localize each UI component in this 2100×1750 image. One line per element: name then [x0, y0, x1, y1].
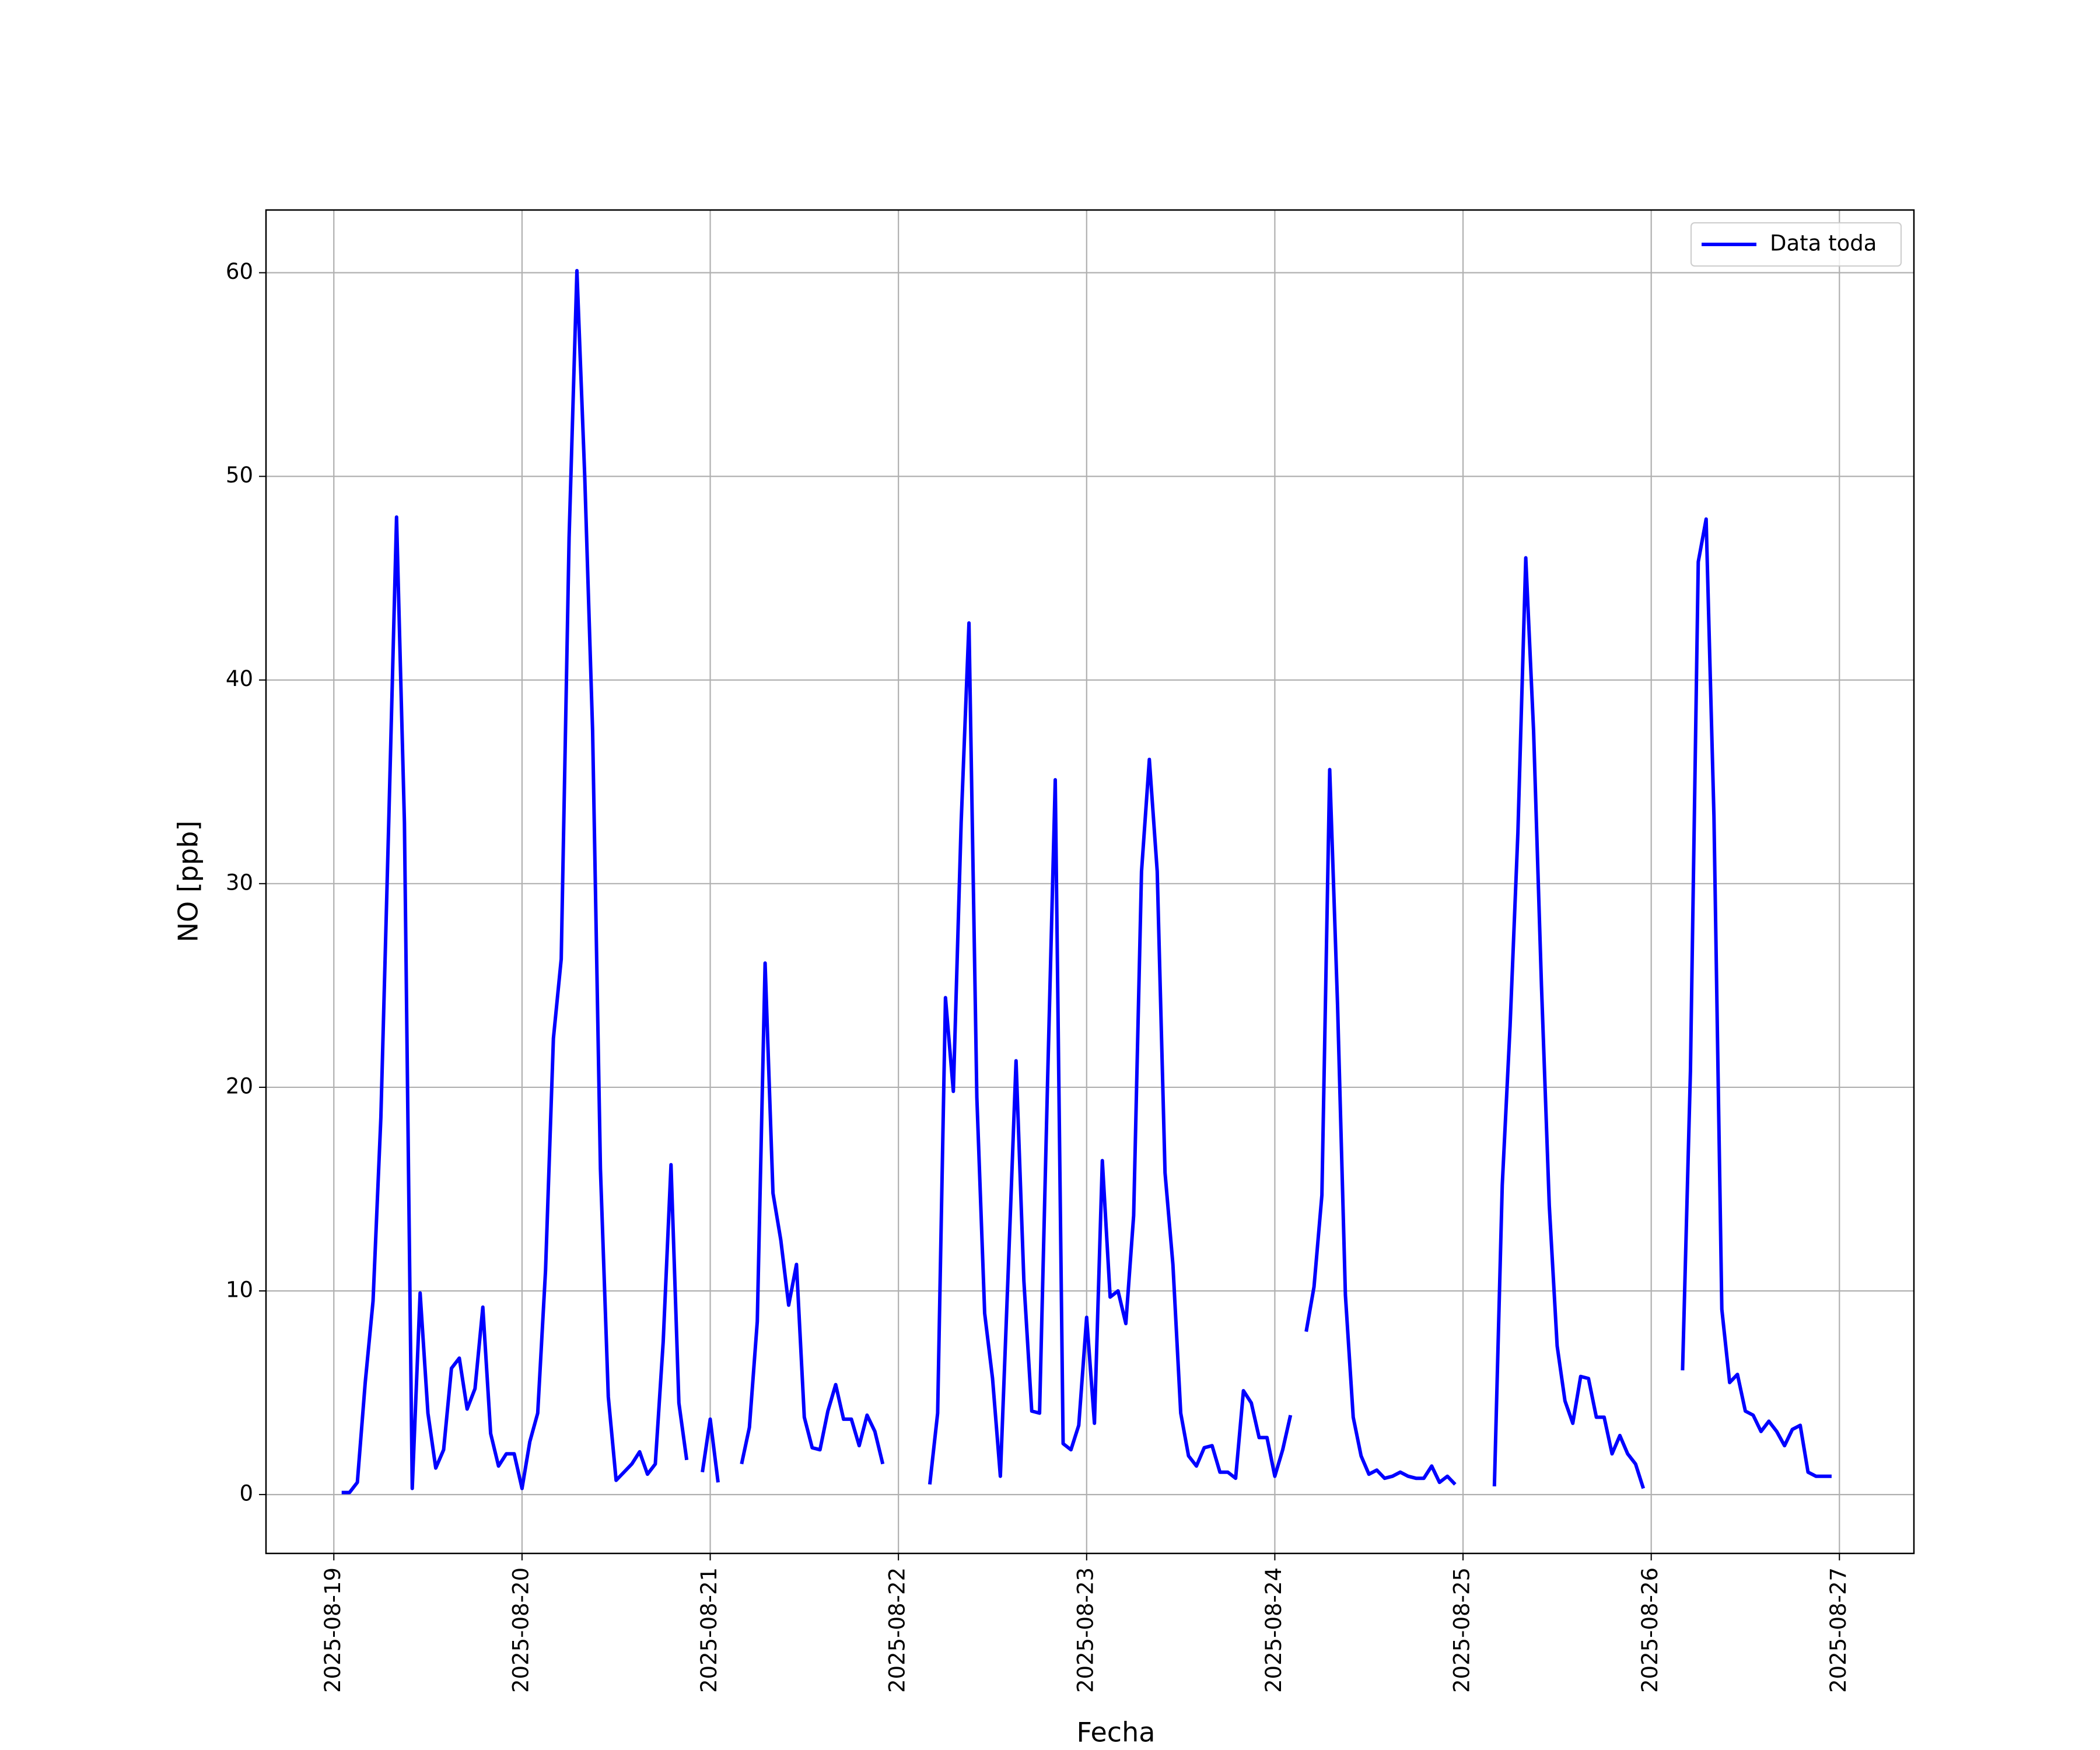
y-tick-label: 40: [226, 666, 253, 691]
x-tick-label: 2025-08-20: [508, 1567, 533, 1693]
x-axis-label: Fecha: [1077, 1717, 1156, 1748]
y-tick-label: 60: [226, 259, 253, 284]
plot-frame: [265, 209, 1915, 1555]
x-tick-label: 2025-08-19: [320, 1567, 345, 1693]
x-tick-label: 2025-08-22: [885, 1567, 910, 1693]
x-tick-label: 2025-08-21: [696, 1567, 722, 1693]
y-tick-label: 10: [226, 1278, 253, 1303]
x-tick-label: 2025-08-27: [1826, 1567, 1851, 1693]
x-tick-label: 2025-08-26: [1637, 1567, 1662, 1693]
x-tick-label: 2025-08-24: [1261, 1567, 1286, 1693]
legend-box: [1690, 222, 1902, 267]
y-axis-label: NO [ppb]: [173, 821, 204, 943]
y-tick-label: 20: [226, 1073, 253, 1098]
y-tick-label: 0: [239, 1481, 253, 1506]
x-tick-label: 2025-08-23: [1073, 1567, 1098, 1693]
y-tick-label: 50: [226, 463, 253, 488]
data-line: [341, 269, 1832, 1494]
x-tick-label: 2025-08-25: [1450, 1567, 1475, 1693]
legend-label: Data toda: [1770, 231, 1877, 256]
y-tick-label: 30: [226, 870, 253, 895]
